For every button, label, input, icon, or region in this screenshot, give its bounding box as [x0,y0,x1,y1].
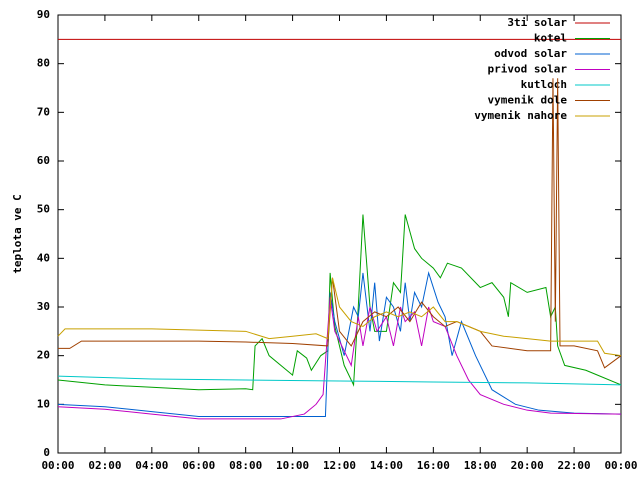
x-tick-label: 14:00 [370,459,403,472]
y-tick-label: 10 [37,397,50,410]
data-line [58,78,622,369]
x-tick-label: 18:00 [464,459,497,472]
y-tick-label: 20 [37,349,50,362]
legend-label: vymenik dole [488,94,568,107]
y-tick-label: 70 [37,105,50,118]
legend-label: vymenik nahore [474,109,567,122]
x-tick-label: 20:00 [511,459,544,472]
x-tick-label: 04:00 [135,459,168,472]
x-tick-label: 12:00 [323,459,356,472]
legend-label: privod solar [488,63,568,76]
y-tick-label: 60 [37,154,50,167]
x-tick-label: 00:00 [41,459,74,472]
x-tick-label: 22:00 [558,459,591,472]
data-line [57,277,622,357]
x-tick-label: 08:00 [229,459,262,472]
legend-label: odvod solar [494,47,567,60]
data-line [57,270,622,417]
data-line [57,297,622,420]
y-tick-label: 30 [37,300,50,313]
legend-label: kotel [534,32,567,45]
y-tick-label: 90 [37,8,50,21]
legend-label: kutloch [521,78,567,91]
x-tick-label: 16:00 [417,459,450,472]
x-tick-label: 00:00 [604,459,637,472]
y-tick-label: 80 [37,57,50,70]
y-tick-label: 40 [37,251,50,264]
legend-label: 3ti solar [507,16,567,29]
x-tick-label: 02:00 [88,459,121,472]
y-tick-label: 0 [43,446,50,459]
x-tick-label: 06:00 [182,459,215,472]
data-line [57,375,622,386]
data-line [57,214,622,391]
y-tick-label: 50 [37,203,50,216]
x-tick-label: 10:00 [276,459,309,472]
y-axis-label: teplota ve C [11,194,24,273]
